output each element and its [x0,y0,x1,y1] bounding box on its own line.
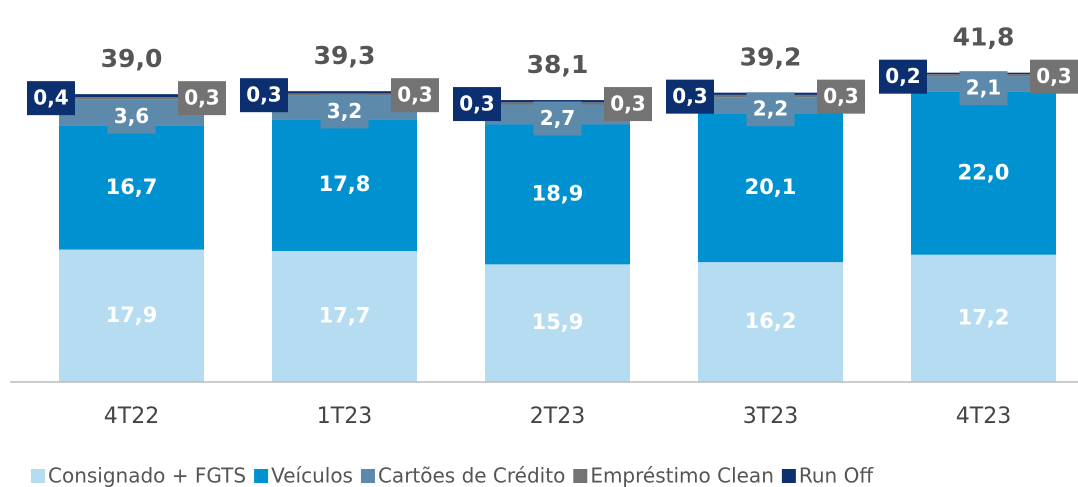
data-label: 0,3 [1036,64,1071,88]
data-label: 3,6 [114,104,149,128]
bar-segment [272,251,417,382]
data-label: 0,3 [184,86,219,110]
legend-swatch [254,469,269,483]
data-label: 0,3 [246,83,281,107]
legend-swatch [781,469,796,483]
bar-segment [272,91,417,94]
label-box [533,101,582,136]
data-label: 22,0 [958,160,1010,184]
data-label: 15,9 [532,310,584,334]
data-label: 17,2 [958,305,1010,329]
data-label: 17,7 [319,304,371,328]
data-label: 0,3 [672,84,707,108]
data-label: 20,1 [745,175,797,199]
data-label: 0,3 [610,92,645,116]
legend-label: Run Off [799,464,874,487]
total-label: 38,1 [527,50,589,79]
data-label: 17,8 [319,172,371,196]
data-label: 18,9 [532,181,584,205]
bar-segment [911,254,1056,382]
legend-swatch [573,469,588,483]
x-tick-label: 3T23 [743,404,798,429]
bar-segment [272,119,417,252]
label-box [959,71,1008,106]
x-tick-label: 4T22 [104,404,159,429]
total-label: 39,3 [314,41,376,70]
legend-label: Empréstimo Clean [590,464,774,487]
label-box [1030,59,1078,94]
x-tick-label: 4T23 [956,404,1011,429]
bar-segment [698,262,843,382]
label-box [453,87,501,122]
data-label: 17,9 [106,303,158,327]
total-label: 39,2 [740,43,802,72]
bar-segment [485,124,630,265]
label-box [879,59,927,94]
bar-segment [59,125,204,250]
label-box [604,87,652,122]
legend-label: Veículos [271,464,353,487]
bar-segment [698,113,843,263]
bar-segment [59,94,204,98]
x-tick-label: 1T23 [317,404,372,429]
label-box [391,78,439,113]
data-label: 2,7 [540,106,575,130]
label-box [27,81,75,116]
data-label: 0,3 [459,92,494,116]
data-label: 0,2 [885,64,920,88]
data-label: 2,2 [753,97,788,121]
label-box [320,94,369,129]
label-box [817,79,865,114]
data-label: 0,3 [823,84,858,108]
x-tick-label: 2T23 [530,404,585,429]
label-box [746,92,795,127]
total-label: 41,8 [953,23,1015,52]
bar-segment [485,100,630,103]
label-box [666,79,714,114]
bar-segment [59,249,204,382]
legend-swatch [31,469,45,483]
label-box [178,81,226,116]
data-label: 0,3 [397,83,432,107]
bar-segment [59,97,204,100]
data-label: 16,2 [745,309,797,333]
data-label: 3,2 [327,99,362,123]
legend-label: Consignado + FGTS [48,464,246,487]
label-box [240,78,288,113]
data-label: 0,4 [33,86,68,110]
data-label: 16,7 [106,175,158,199]
total-label: 39,0 [101,44,163,73]
bar-segment [911,91,1056,255]
data-label: 2,1 [966,76,1001,100]
legend-label: Cartões de Crédito [378,464,565,487]
label-box [107,99,156,134]
legend-swatch [360,469,375,483]
bar-segment [485,264,630,382]
